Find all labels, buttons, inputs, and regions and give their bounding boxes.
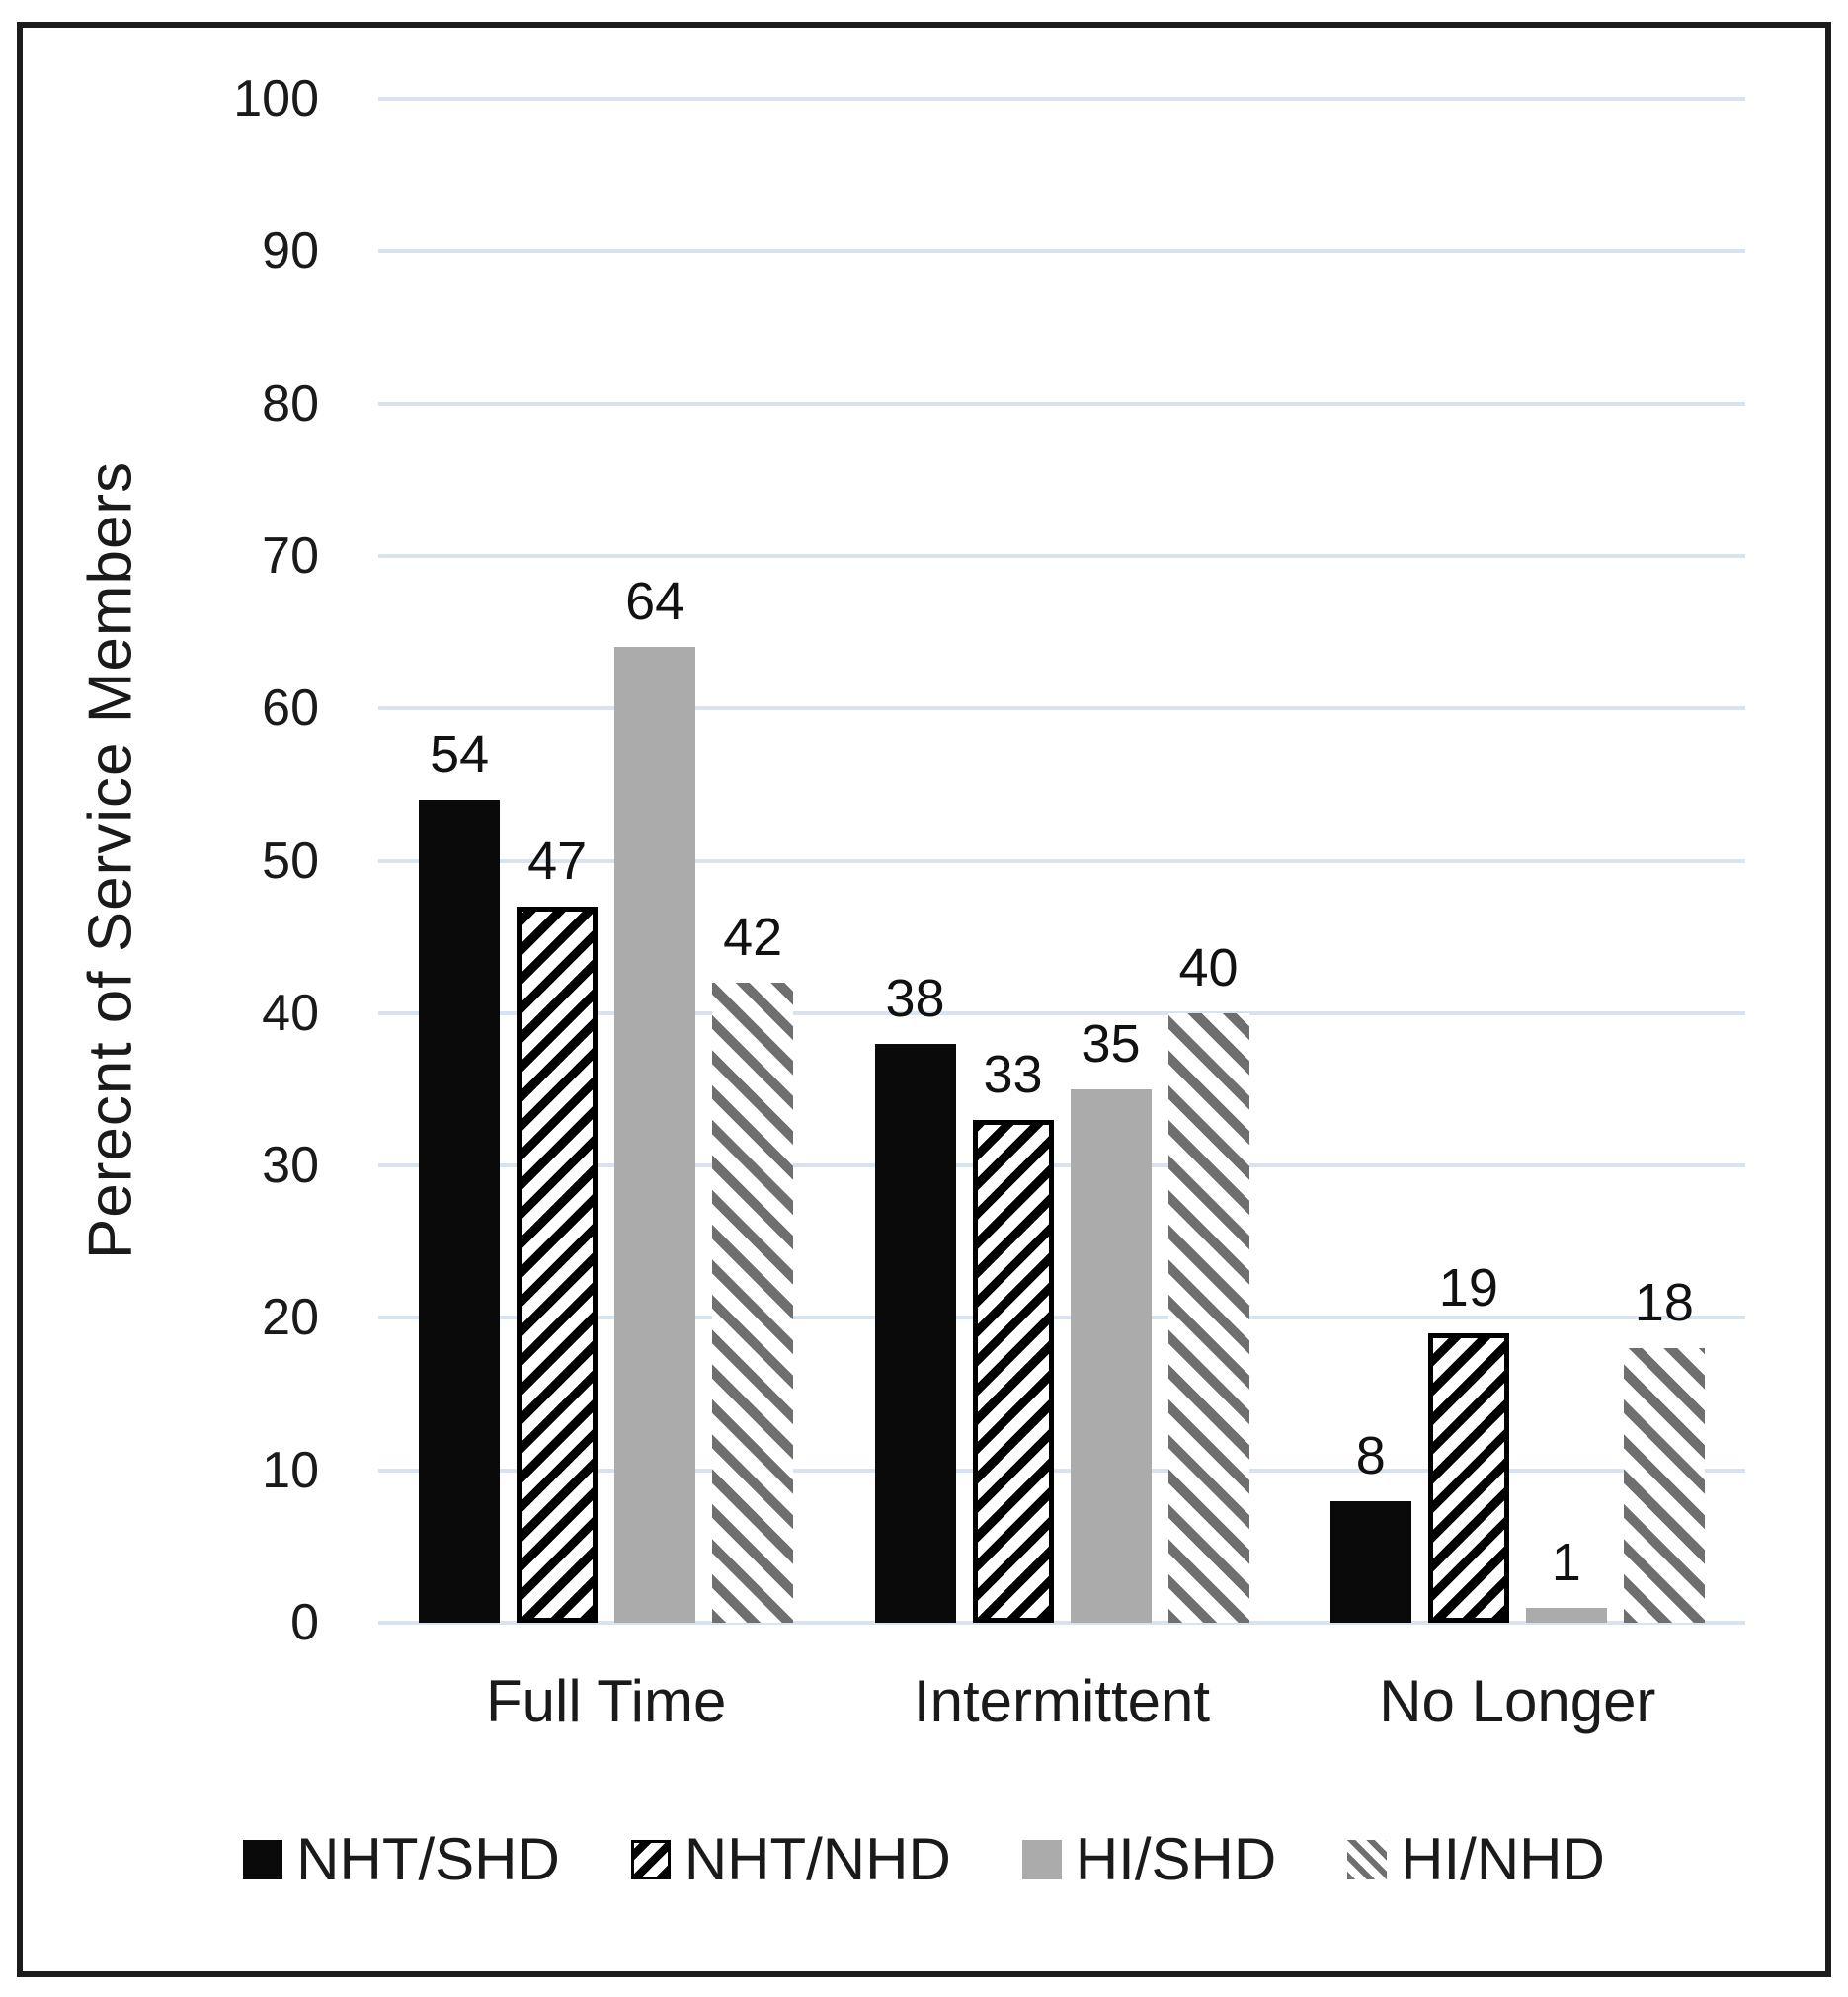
bar-nht-shd-no-longer: [1329, 1501, 1411, 1623]
gridline-30: [378, 1163, 1745, 1168]
y-tick-label-40: 40: [262, 984, 319, 1042]
y-tick-label-90: 90: [262, 222, 319, 280]
legend-label-nht-shd: NHT/SHD: [296, 1826, 560, 1892]
bar-hi-nhd-no-longer: [1623, 1348, 1705, 1623]
gridline-100: [378, 97, 1745, 101]
data-label-hi-shd-intermittent: 35: [1081, 1014, 1141, 1074]
bar-nht-shd-intermittent: [874, 1044, 956, 1623]
data-label-hi-shd-no-longer: 1: [1551, 1533, 1581, 1592]
chart-border-frame: [17, 22, 1831, 1977]
data-label-nht-shd-no-longer: 8: [1355, 1426, 1386, 1485]
bar-hi-shd-full-time: [614, 647, 696, 1623]
y-tick-label-10: 10: [262, 1441, 319, 1499]
data-label-hi-nhd-intermittent: 40: [1178, 938, 1239, 998]
legend-item-nht-nhd: NHT/NHD: [630, 1825, 951, 1893]
gridline-70: [378, 553, 1745, 558]
bar-hi-shd-intermittent: [1070, 1089, 1152, 1623]
legend: NHT/SHD NHT/NHD HI/SHD HI/NHD: [0, 1825, 1848, 1893]
gridline-20: [378, 1316, 1745, 1320]
data-label-nht-nhd-intermittent: 33: [983, 1045, 1043, 1104]
y-tick-label-100: 100: [233, 70, 319, 127]
data-label-nht-nhd-full-time: 47: [527, 832, 588, 891]
bar-hi-nhd-intermittent: [1167, 1013, 1249, 1623]
bar-hi-shd-no-longer: [1525, 1608, 1607, 1623]
bar-nht-nhd-intermittent: [972, 1120, 1054, 1623]
data-label-nht-shd-intermittent: 38: [885, 969, 945, 1028]
data-label-hi-shd-full-time: 64: [625, 572, 685, 631]
y-tick-label-30: 30: [262, 1137, 319, 1195]
legend-item-hi-nhd: HI/NHD: [1347, 1825, 1605, 1893]
gridline-40: [378, 1010, 1745, 1015]
y-tick-label-60: 60: [262, 679, 319, 738]
data-label-nht-nhd-no-longer: 19: [1438, 1258, 1498, 1318]
y-tick-label-20: 20: [262, 1289, 319, 1347]
legend-swatch-hi-shd: [1021, 1839, 1062, 1879]
bar-nht-shd-full-time: [419, 800, 501, 1623]
gridline-60: [378, 706, 1745, 711]
gridline-90: [378, 249, 1745, 254]
legend-swatch-nht-nhd: [630, 1839, 671, 1879]
legend-swatch-nht-shd: [243, 1839, 283, 1879]
bar-nht-nhd-full-time: [517, 907, 599, 1623]
y-tick-label-0: 0: [290, 1594, 319, 1651]
legend-swatch-hi-nhd: [1347, 1839, 1388, 1879]
x-category-label-full-time: Full Time: [485, 1668, 727, 1734]
legend-label-hi-nhd: HI/NHD: [1401, 1826, 1605, 1892]
gridline-50: [378, 858, 1745, 863]
gridline-0: [378, 1621, 1745, 1625]
legend-label-nht-nhd: NHT/NHD: [683, 1826, 951, 1892]
legend-label-hi-shd: HI/SHD: [1075, 1826, 1277, 1892]
bar-nht-nhd-no-longer: [1427, 1333, 1509, 1623]
plot-area: 54 47 64 42 38 33 35 40 8 19 1 18: [378, 97, 1745, 1625]
x-category-label-no-longer: No Longer: [1379, 1668, 1656, 1734]
gridline-80: [378, 401, 1745, 406]
data-label-nht-shd-full-time: 54: [430, 725, 490, 784]
data-label-hi-nhd-no-longer: 18: [1634, 1273, 1694, 1332]
data-label-hi-nhd-full-time: 42: [723, 908, 783, 967]
legend-item-nht-shd: NHT/SHD: [243, 1825, 560, 1893]
bar-hi-nhd-full-time: [712, 983, 794, 1623]
y-tick-label-80: 80: [262, 374, 319, 433]
y-tick-label-70: 70: [262, 526, 319, 585]
x-category-label-intermittent: Intermittent: [913, 1668, 1211, 1734]
y-tick-label-50: 50: [262, 832, 319, 890]
legend-item-hi-shd: HI/SHD: [1021, 1825, 1277, 1893]
gridline-10: [378, 1468, 1745, 1473]
